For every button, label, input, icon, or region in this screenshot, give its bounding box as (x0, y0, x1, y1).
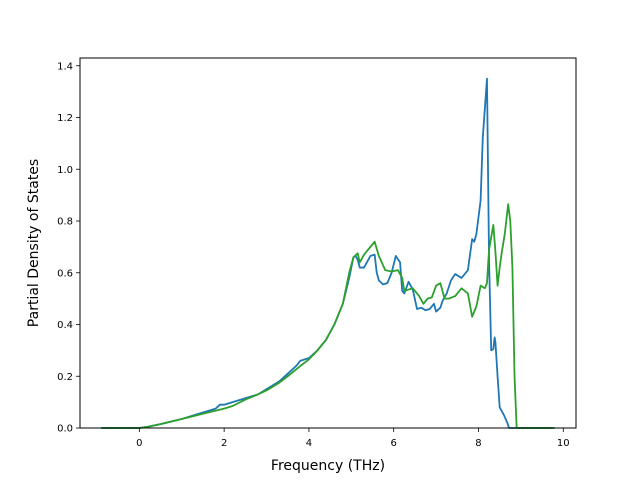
y-ticks: 0.0 0.2 0.4 0.6 0.8 1.0 1.2 1.4 (57, 61, 80, 435)
x-ticks: 0 2 4 6 8 10 (136, 428, 570, 449)
y-tick-label: 0.8 (57, 217, 73, 228)
y-tick-label: 0.0 (57, 424, 73, 435)
x-tick-label: 10 (557, 438, 570, 449)
y-tick-label: 0.2 (57, 372, 73, 383)
plot-frame (79, 57, 577, 429)
x-tick-label: 2 (221, 438, 227, 449)
y-tick-label: 0.4 (57, 320, 73, 331)
x-tick-label: 8 (475, 438, 481, 449)
y-tick-label: 1.0 (57, 165, 73, 176)
x-tick-label: 4 (306, 438, 312, 449)
y-axis-label: Partial Density of States (26, 159, 42, 327)
x-axis-label: Frequency (THz) (271, 458, 385, 474)
series-layer (101, 77, 555, 429)
series-line-2 (101, 203, 555, 429)
y-tick-label: 1.2 (57, 113, 73, 124)
y-tick-label: 1.4 (57, 61, 73, 72)
x-tick-label: 6 (391, 438, 397, 449)
x-tick-label: 0 (136, 438, 142, 449)
y-tick-label: 0.6 (57, 268, 73, 279)
